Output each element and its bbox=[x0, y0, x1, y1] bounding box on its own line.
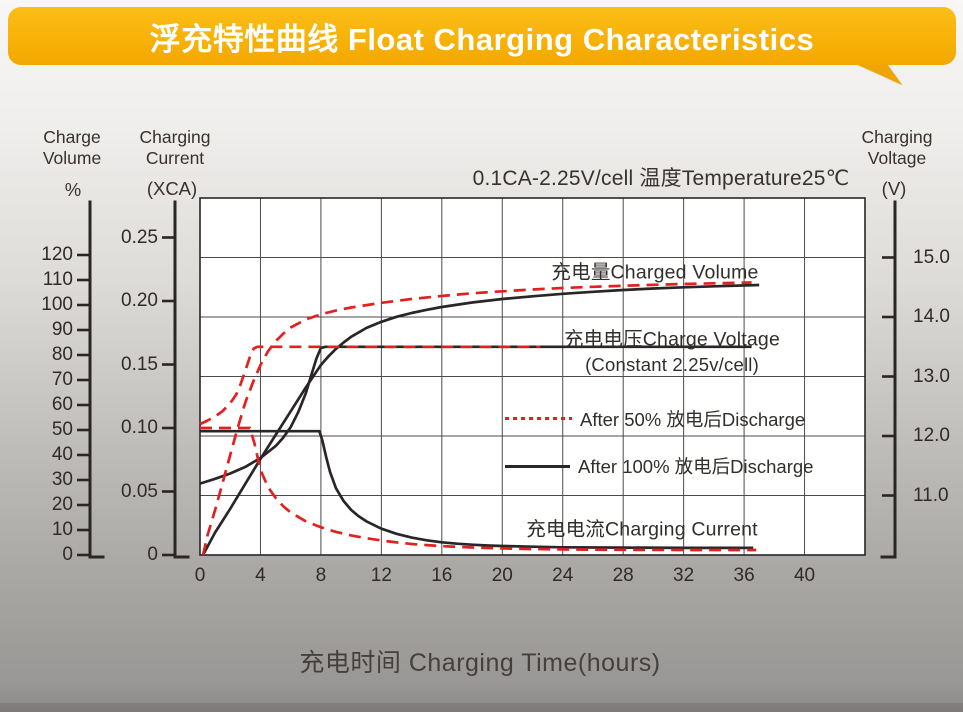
x-axis-title: 充电时间 Charging Time(hours) bbox=[299, 649, 661, 677]
voltage-axis-unit: (V) bbox=[881, 178, 907, 199]
volume-tick-label: 70 bbox=[51, 369, 73, 390]
charge-voltage-sublabel: (Constant 2.25v/cell) bbox=[585, 354, 759, 375]
current-tick-label: 0.15 bbox=[121, 353, 158, 375]
x-tick-label: 4 bbox=[255, 565, 266, 586]
legend-line-black-solid bbox=[505, 465, 570, 468]
curve-charged-volume-after-50pct-discharge bbox=[201, 281, 752, 556]
volume-tick-label: 10 bbox=[51, 519, 73, 540]
x-tick-label: 0 bbox=[194, 565, 206, 586]
legend-label-after-100: After 100% 放电后Discharge bbox=[578, 456, 814, 477]
current-tick-label: 0.10 bbox=[121, 417, 158, 438]
current-tick-label: 0.05 bbox=[121, 480, 158, 502]
charge-voltage-label: 充电电压Charge Voltage bbox=[563, 328, 781, 351]
x-tick-label: 24 bbox=[552, 565, 574, 586]
x-tick-label: 8 bbox=[315, 565, 327, 586]
volume-tick-label: 80 bbox=[51, 344, 73, 365]
x-tick-label: 36 bbox=[733, 565, 755, 586]
volume-tick-label: 120 bbox=[41, 244, 73, 265]
current-tick-label: 0.25 bbox=[121, 226, 158, 248]
x-tick-label: 28 bbox=[612, 565, 634, 586]
volume-axis-unit: % bbox=[64, 179, 82, 200]
curve-charge-voltage-after-100pct-discharge bbox=[199, 345, 752, 485]
volume-tick-label: 60 bbox=[51, 394, 73, 415]
volume-tick-label: 110 bbox=[42, 269, 73, 290]
curve-charging-current-after-100pct-discharge bbox=[200, 429, 754, 550]
volume-tick-label: 20 bbox=[51, 494, 73, 515]
x-tick-label: 12 bbox=[370, 565, 392, 586]
condition-note: 0.1CA-2.25V/cell 温度Temperature25℃ bbox=[472, 167, 850, 190]
legend-line-red-dotted bbox=[505, 417, 572, 420]
current-tick-label: 0 bbox=[147, 544, 158, 565]
volume-tick-label: 30 bbox=[51, 469, 73, 490]
voltage-tick-label: 15.0 bbox=[913, 246, 950, 268]
volume-tick-label: 40 bbox=[51, 444, 73, 465]
x-tick-label: 32 bbox=[673, 565, 695, 586]
current-axis-header: Charging Current bbox=[139, 127, 211, 168]
volume-tick-label: 0 bbox=[62, 544, 73, 565]
volume-tick-label: 50 bbox=[51, 419, 73, 440]
curve-charge-voltage-after-50pct-discharge bbox=[199, 345, 541, 426]
curve-charging-current-after-50pct-discharge bbox=[200, 426, 757, 552]
charged-volume-label: 充电量Charged Volume bbox=[551, 261, 759, 284]
volume-tick-label: 90 bbox=[51, 319, 73, 340]
current-tick-label: 0.20 bbox=[121, 290, 158, 311]
charging-current-label: 充电电流Charging Current bbox=[526, 518, 758, 541]
voltage-tick-label: 13.0 bbox=[913, 365, 950, 387]
legend-label-after-50: After 50% 放电后Discharge bbox=[580, 409, 806, 430]
curve-charged-volume-after-100pct-discharge bbox=[201, 283, 760, 556]
bottom-shade bbox=[0, 703, 963, 712]
x-tick-label: 40 bbox=[793, 565, 816, 586]
page-title: 浮充特性曲线 Float Charging Characteristics bbox=[149, 21, 815, 57]
current-axis-unit: (XCA) bbox=[146, 178, 198, 199]
voltage-tick-label: 14.0 bbox=[913, 306, 950, 327]
voltage-tick-label: 12.0 bbox=[913, 425, 950, 446]
volume-tick-label: 100 bbox=[41, 294, 73, 315]
volume-axis-header: Charge Volume bbox=[42, 127, 102, 168]
voltage-axis-header: Charging Voltage bbox=[861, 127, 933, 168]
voltage-tick-label: 11.0 bbox=[913, 484, 949, 506]
x-tick-label: 20 bbox=[491, 565, 513, 586]
title-banner: 浮充特性曲线 Float Charging Characteristics bbox=[8, 7, 956, 65]
x-tick-label: 16 bbox=[431, 565, 453, 586]
